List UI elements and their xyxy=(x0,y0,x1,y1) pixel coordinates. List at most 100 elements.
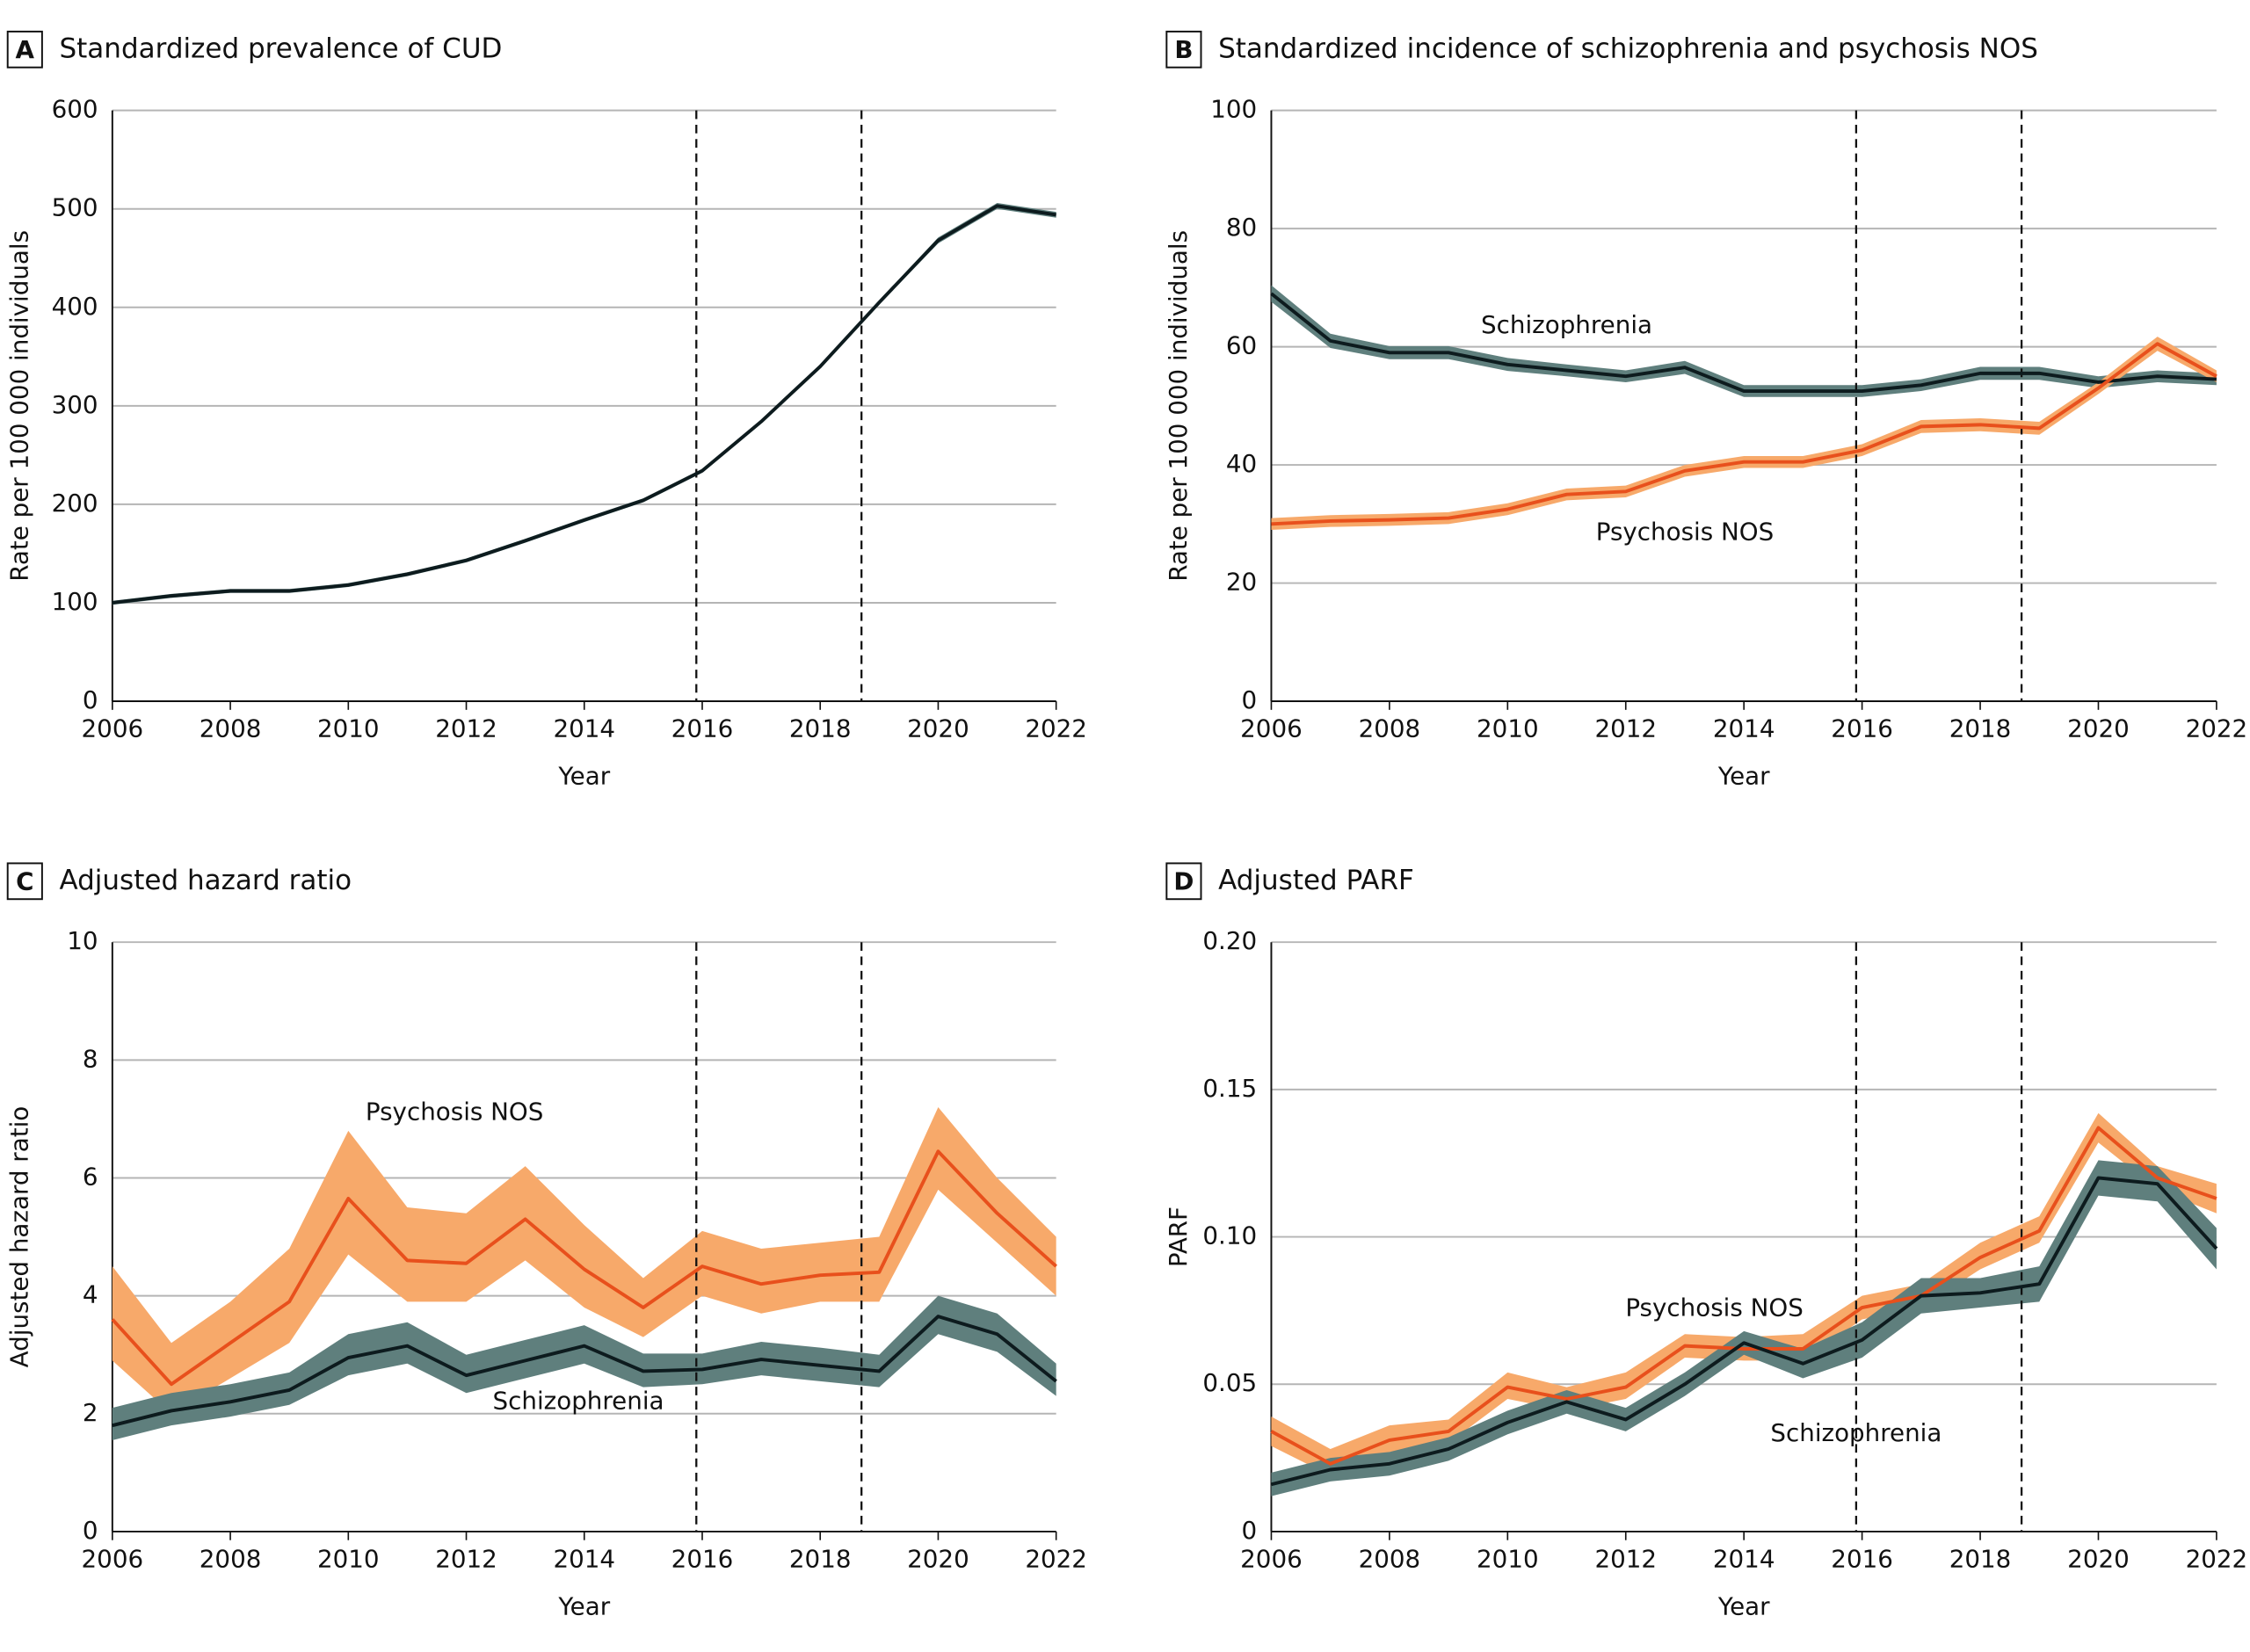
series-line xyxy=(1270,1126,2217,1466)
x-tick-label: 2014 xyxy=(553,1545,615,1574)
y-axis-label: PARF xyxy=(1164,1206,1193,1267)
x-tick-label: 2018 xyxy=(789,1545,852,1574)
panel-title: Standardized incidence of schizophrenia … xyxy=(1218,33,2038,65)
panel-letter-box xyxy=(6,862,43,901)
confidence-band xyxy=(1271,1160,2217,1496)
x-tick-label: 2014 xyxy=(553,714,615,743)
y-tick-label: 400 xyxy=(52,292,98,321)
panel-letter-box xyxy=(1165,862,1202,901)
series-label: Psychosis NOS xyxy=(366,1098,544,1127)
x-tick-label: 2016 xyxy=(1831,1545,1893,1574)
y-tick-label: 0.05 xyxy=(1202,1368,1257,1397)
panel: B Standardized incidence of schizophrenia… xyxy=(1164,30,2247,791)
x-tick-label: 2016 xyxy=(671,1545,734,1574)
series-label: Psychosis NOS xyxy=(1625,1293,1803,1322)
panel: D Adjusted PARF 0 0.05 0.10 0.15 0.20 2006 2008 2… xyxy=(1164,862,2248,1620)
panel-title: Standardized prevalence of CUD xyxy=(59,33,502,65)
series-label: Psychosis NOS xyxy=(1596,517,1775,546)
x-axis-label: Year xyxy=(1717,1591,1770,1620)
x-tick-label: 2022 xyxy=(1025,714,1087,743)
x-tick-label: 2018 xyxy=(1949,714,2012,743)
y-axis-label: Adjusted hazard ratio xyxy=(4,1106,33,1368)
x-tick-label: 2008 xyxy=(200,714,262,743)
confidence-band xyxy=(112,1295,1056,1440)
confidence-band xyxy=(1271,1112,2217,1476)
x-tick-label: 2006 xyxy=(1240,1545,1303,1574)
x-tick-label: 2006 xyxy=(82,714,144,743)
panel-letter: B xyxy=(1174,35,1193,64)
confidence-band xyxy=(112,1106,1056,1414)
series-label: Schizophrenia xyxy=(1481,310,1652,339)
y-tick-label: 200 xyxy=(52,489,98,518)
panel-title: Adjusted PARF xyxy=(1218,865,1414,896)
panel-letter: D xyxy=(1173,866,1194,895)
x-axis-label: Year xyxy=(557,762,610,791)
x-tick-label: 2014 xyxy=(1713,714,1775,743)
x-tick-label: 2020 xyxy=(907,714,969,743)
x-tick-label: 2022 xyxy=(1025,1545,1087,1574)
confidence-band xyxy=(1271,285,2217,397)
panel-letter-box xyxy=(6,30,43,69)
y-tick-label: 0.10 xyxy=(1202,1221,1257,1250)
y-tick-label: 100 xyxy=(1210,95,1257,124)
y-tick-label: 6 xyxy=(83,1162,98,1191)
x-tick-label: 2012 xyxy=(1594,714,1657,743)
series-line xyxy=(111,1149,1057,1387)
confidence-band xyxy=(1271,337,2217,531)
y-tick-label: 2 xyxy=(83,1398,98,1427)
y-tick-label: 100 xyxy=(52,587,98,616)
y-tick-label: 0.15 xyxy=(1202,1074,1257,1103)
series-line xyxy=(1271,342,2217,526)
x-axis-label: Year xyxy=(557,1591,610,1620)
x-tick-label: 2014 xyxy=(1713,1545,1775,1574)
y-tick-label: 8 xyxy=(83,1044,98,1073)
y-tick-label: 500 xyxy=(52,193,98,222)
x-tick-label: 2020 xyxy=(2067,1545,2130,1574)
y-tick-label: 10 xyxy=(67,926,98,955)
x-tick-label: 2010 xyxy=(317,1545,380,1574)
series-line xyxy=(1270,292,2217,393)
y-axis-label: Rate per 100 000 individuals xyxy=(1164,230,1193,582)
x-tick-label: 2020 xyxy=(907,1545,969,1574)
x-tick-label: 2016 xyxy=(671,714,734,743)
y-tick-label: 0 xyxy=(83,685,98,714)
series-line xyxy=(112,1315,1057,1428)
series-label: Schizophrenia xyxy=(1770,1418,1942,1447)
series-label: Schizophrenia xyxy=(493,1386,664,1415)
x-tick-label: 2006 xyxy=(82,1545,144,1574)
x-tick-label: 2018 xyxy=(1949,1545,2012,1574)
y-tick-label: 0 xyxy=(1241,1516,1257,1545)
y-tick-label: 4 xyxy=(83,1280,98,1309)
x-tick-label: 2010 xyxy=(1477,1545,1539,1574)
x-axis-label: Year xyxy=(1717,762,1770,791)
panel: A Standardized prevalence of CUD 0 100 200 30… xyxy=(4,30,1087,791)
y-tick-label: 60 xyxy=(1226,331,1257,360)
x-tick-label: 2016 xyxy=(1831,714,1893,743)
series-line xyxy=(1270,1176,2218,1487)
x-tick-label: 2012 xyxy=(435,714,497,743)
x-tick-label: 2008 xyxy=(1359,714,1421,743)
x-tick-label: 2008 xyxy=(200,1545,262,1574)
x-tick-label: 2018 xyxy=(789,714,852,743)
y-tick-label: 0 xyxy=(83,1516,98,1545)
y-tick-label: 0 xyxy=(1241,685,1257,714)
panel: C Adjusted hazard ratio 0 2 4 6 8 10 2006 2008 201… xyxy=(4,862,1087,1620)
series-line xyxy=(112,204,1056,605)
x-tick-label: 2006 xyxy=(1240,714,1303,743)
x-tick-label: 2020 xyxy=(2067,714,2130,743)
y-tick-label: 300 xyxy=(52,390,98,419)
x-tick-label: 2010 xyxy=(317,714,380,743)
x-tick-label: 2008 xyxy=(1359,1545,1421,1574)
y-tick-label: 20 xyxy=(1226,568,1257,597)
y-tick-label: 600 xyxy=(52,95,98,124)
panel-letter: C xyxy=(16,866,33,895)
panel-title: Adjusted hazard ratio xyxy=(59,865,352,896)
panel-letter-box xyxy=(1165,30,1202,69)
y-tick-label: 40 xyxy=(1226,449,1257,478)
x-tick-label: 2012 xyxy=(1594,1545,1657,1574)
x-tick-label: 2012 xyxy=(435,1545,497,1574)
x-tick-label: 2022 xyxy=(2186,1545,2248,1574)
y-axis-label: Rate per 100 000 individuals xyxy=(4,230,33,582)
panel-letter: A xyxy=(16,35,35,64)
